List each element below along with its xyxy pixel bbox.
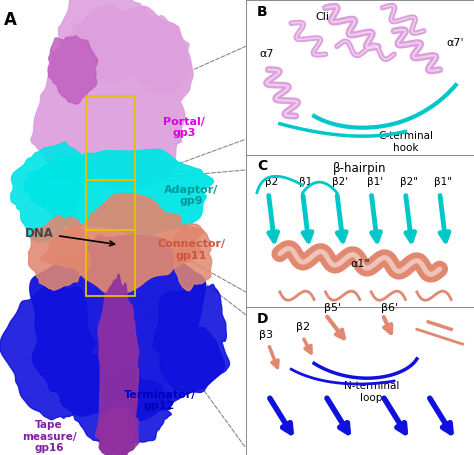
- Polygon shape: [31, 5, 193, 189]
- Polygon shape: [11, 142, 92, 242]
- Text: Adaptor/
gp9: Adaptor/ gp9: [164, 185, 219, 207]
- Polygon shape: [28, 216, 91, 290]
- Polygon shape: [48, 36, 98, 104]
- Text: β2": β2": [400, 177, 418, 187]
- Bar: [86, 180, 135, 230]
- Polygon shape: [30, 234, 224, 422]
- Text: β1': β1': [366, 177, 383, 187]
- Text: Terminator/
gp12: Terminator/ gp12: [123, 389, 196, 411]
- Text: β1": β1": [434, 177, 452, 187]
- Text: β-hairpin: β-hairpin: [333, 162, 386, 175]
- Text: β2: β2: [296, 322, 310, 332]
- Polygon shape: [99, 425, 136, 455]
- Text: β2: β2: [265, 177, 278, 187]
- Text: Connector/
gp11: Connector/ gp11: [157, 239, 226, 261]
- Text: β6': β6': [381, 303, 398, 313]
- Polygon shape: [128, 16, 189, 96]
- Text: β1: β1: [300, 177, 313, 187]
- Polygon shape: [41, 193, 204, 294]
- Text: B: B: [257, 5, 268, 19]
- Text: α1": α1": [350, 259, 370, 269]
- Text: Tape
measure/
gp16: Tape measure/ gp16: [22, 420, 76, 453]
- Text: β3: β3: [259, 330, 273, 339]
- Polygon shape: [98, 407, 135, 440]
- Polygon shape: [59, 0, 161, 81]
- Polygon shape: [23, 149, 213, 234]
- Text: N-terminal
loop: N-terminal loop: [344, 381, 399, 403]
- Text: Portal/
gp3: Portal/ gp3: [163, 116, 205, 138]
- Polygon shape: [153, 280, 229, 393]
- Text: A: A: [4, 11, 17, 30]
- Polygon shape: [73, 367, 171, 450]
- Bar: [86, 230, 135, 296]
- Text: C-terminal
hook: C-terminal hook: [378, 131, 433, 153]
- Polygon shape: [172, 223, 212, 291]
- Polygon shape: [0, 287, 103, 420]
- Text: DNA: DNA: [25, 227, 115, 246]
- Text: β2': β2': [332, 177, 348, 187]
- Text: α7': α7': [447, 38, 464, 48]
- Text: β5': β5': [324, 303, 341, 313]
- Text: C: C: [257, 159, 267, 173]
- Polygon shape: [96, 408, 139, 455]
- Text: D: D: [257, 312, 268, 326]
- Bar: [86, 96, 135, 180]
- Text: α7: α7: [259, 49, 274, 59]
- Text: Clip: Clip: [315, 12, 336, 22]
- Polygon shape: [98, 274, 139, 455]
